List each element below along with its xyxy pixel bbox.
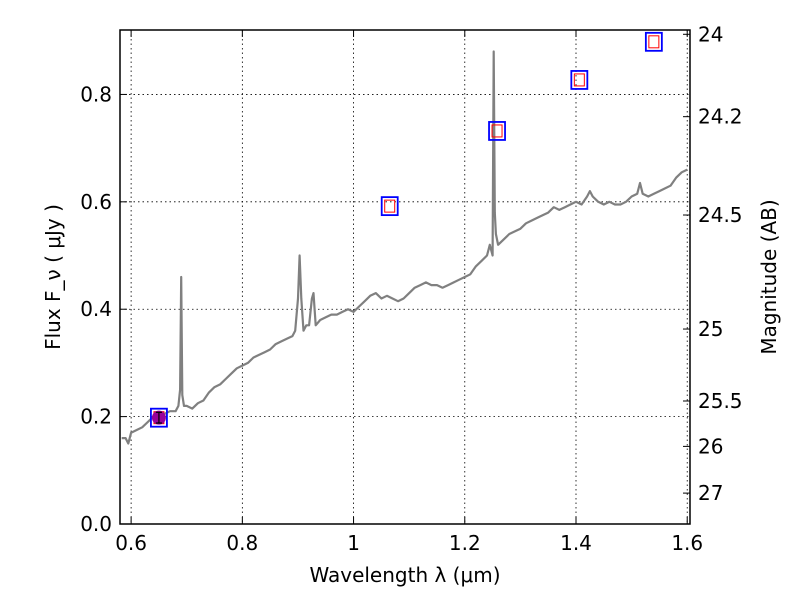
model-point-inner (648, 35, 660, 49)
right-axis-label: Magnitude (AB) (757, 199, 781, 354)
model-point-inner (384, 199, 396, 213)
x-tick-label: 1.6 (671, 531, 703, 555)
model-point-inner (573, 73, 585, 87)
model-point-outer (488, 121, 506, 141)
y-tick-label: 0.6 (80, 190, 112, 214)
right-tick-label: 25.5 (698, 389, 743, 413)
spectrum-line (121, 50, 688, 445)
photometry-points (150, 31, 663, 428)
x-tick-label: 1 (347, 531, 360, 555)
y-tick-label: 0.2 (80, 405, 112, 429)
plot-frame (119, 29, 691, 525)
x-tick-label: 0.6 (115, 531, 147, 555)
tick-labels: 0.6 0.8 1 1.2 1.4 1.6 0.0 0.2 0.4 0.6 0.8 24 24.2 24.… (80, 22, 742, 555)
right-tick-label: 24.5 (698, 203, 743, 227)
y-tick-label: 0.8 (80, 82, 112, 106)
model-point-inner (491, 124, 503, 138)
right-tick-label: 26 (698, 434, 723, 458)
right-tick-label: 27 (698, 481, 723, 505)
y-axis-label: Flux F_ν ( μJy ) (41, 204, 65, 350)
spectrum-series (121, 50, 688, 445)
x-tick-label: 1.4 (560, 531, 592, 555)
x-tick-label: 1.2 (449, 531, 481, 555)
model-point-outer (380, 196, 399, 217)
axis-ticks (120, 30, 690, 525)
right-tick-label: 24.2 (698, 105, 743, 129)
model-point-outer (150, 407, 168, 428)
x-axis-label: Wavelength λ (μm) (309, 563, 500, 587)
right-tick-label: 25 (698, 317, 723, 341)
model-point-outer (570, 70, 589, 90)
y-tick-label: 0.0 (80, 512, 112, 536)
x-tick-label: 0.8 (226, 531, 258, 555)
model-point-outer (644, 31, 663, 52)
y-tick-label: 0.4 (80, 297, 112, 321)
grid-lines (120, 30, 690, 524)
right-tick-label: 24 (698, 22, 723, 46)
